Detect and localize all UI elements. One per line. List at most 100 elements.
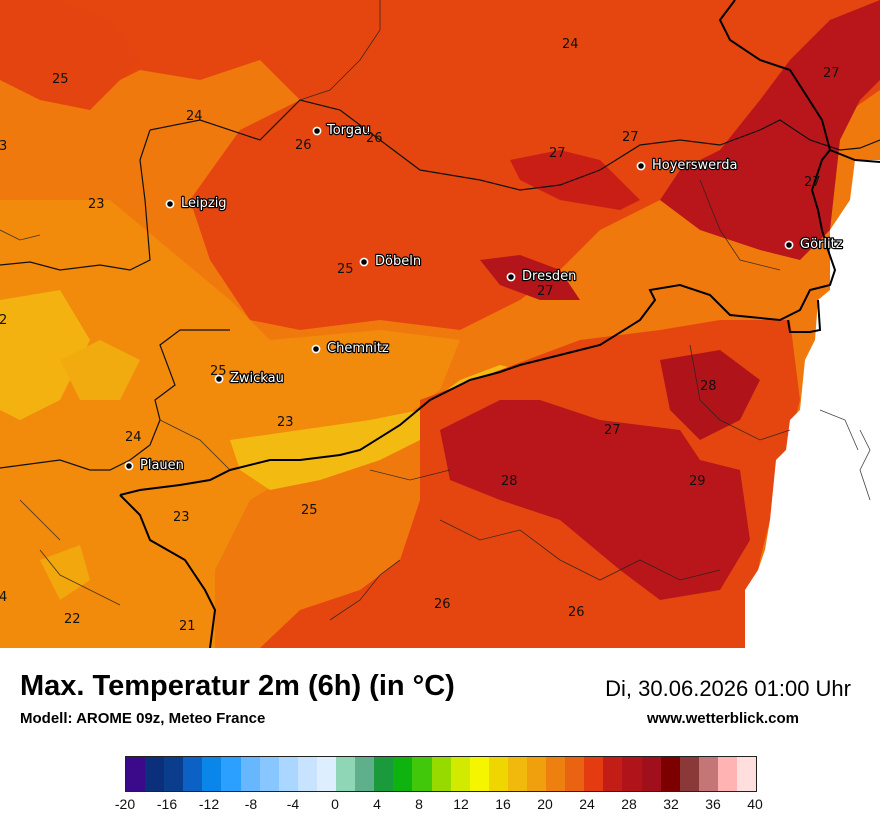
color-scale-swatch	[202, 757, 222, 791]
temp-field-yellow-1	[0, 290, 90, 420]
footer: Max. Temperatur 2m (6h) (in °C) Modell: …	[0, 648, 880, 830]
color-scale-swatch	[278, 757, 298, 791]
temp-field-darkred-south-2	[660, 350, 760, 440]
isotherm-label: 27	[622, 130, 639, 145]
isotherm-label: 25	[337, 262, 354, 277]
isotherm-label: 27	[537, 284, 554, 299]
border-poland	[829, 149, 880, 163]
color-scale-tick-label: 24	[579, 796, 595, 812]
temp-field-darkred-dresden	[480, 255, 580, 300]
color-scale-tick-label: 8	[415, 796, 423, 812]
color-scale-swatch	[469, 757, 489, 791]
color-scale-swatch	[660, 757, 680, 791]
color-scale-swatch	[145, 757, 165, 791]
city-dot-dresden	[506, 272, 516, 282]
city-label-hoyerswerda: Hoyerswerda	[652, 158, 738, 173]
color-scale-swatch	[412, 757, 432, 791]
city-label-doebeln: Döbeln	[375, 254, 421, 269]
border-saxony-thuringia	[0, 329, 230, 471]
city-label-chemnitz: Chemnitz	[327, 341, 389, 356]
color-scale-swatch	[393, 757, 413, 791]
color-scale-swatch	[374, 757, 394, 791]
city-label-dresden: Dresden	[522, 269, 576, 284]
out-of-domain-area	[745, 160, 880, 648]
color-scale-bar	[125, 756, 757, 792]
isotherm-label: 27	[604, 423, 621, 438]
city-label-plauen: Plauen	[140, 458, 184, 473]
isotherm-label: 29	[689, 474, 706, 489]
city-label-leipzig: Leipzig	[181, 196, 227, 211]
color-scale-swatch	[316, 757, 337, 791]
isotherm-label: 2	[0, 313, 7, 328]
color-scale-swatch	[717, 757, 737, 791]
city-dot-hoyerswerda	[636, 161, 646, 171]
isotherm-label: 23	[173, 510, 190, 525]
color-scale-swatch	[450, 757, 470, 791]
color-scale-swatch	[126, 757, 146, 791]
state-borders	[0, 99, 880, 471]
color-scale-tick-label: 16	[495, 796, 511, 812]
isotherm-label: 24	[125, 430, 142, 445]
isotherm-label: 3	[0, 139, 7, 154]
isotherm-label: 25	[210, 364, 227, 379]
isotherm-label: 22	[64, 612, 81, 627]
district-borders	[0, 0, 871, 621]
temp-field-yellow-3	[40, 545, 90, 600]
color-scale-swatch	[488, 757, 508, 791]
color-scale-tick-label: -12	[198, 796, 220, 812]
color-scale-swatch	[297, 757, 317, 791]
isotherm-label: 4	[0, 590, 7, 605]
city-label-zwickau: Zwickau	[230, 371, 284, 386]
color-scale-tick-label: -8	[244, 796, 258, 812]
city-dot-leipzig	[165, 199, 175, 209]
color-scale-swatch	[355, 757, 375, 791]
city-label-goerlitz: Görlitz	[800, 237, 843, 252]
city-dot-chemnitz	[311, 344, 321, 354]
color-scale-swatch	[240, 757, 260, 791]
isotherm-label: 28	[700, 379, 717, 394]
city-dot-zwickau	[214, 374, 224, 384]
color-scale-swatch	[679, 757, 699, 791]
isotherm-label: 26	[295, 138, 312, 153]
color-scale-swatch	[546, 757, 566, 791]
color-scale-tick-label: 32	[663, 796, 679, 812]
color-scale-swatch	[259, 757, 279, 791]
isotherm-label: 27	[804, 175, 821, 190]
color-scale-swatch	[622, 757, 642, 791]
color-scale-ticks: -20 -16 -12 -8 -4 0 4 8 12 16 20 24 28 32 36 40	[115, 796, 763, 816]
temp-field-yellow-4	[60, 340, 140, 400]
color-scale-tick-label: -20	[114, 796, 136, 812]
city-dot-torgau	[312, 126, 322, 136]
temp-field-west	[0, 200, 460, 648]
color-scale-tick-label: 4	[373, 796, 381, 812]
isotherm-label: 24	[562, 37, 579, 52]
isotherm-label: 26	[366, 131, 383, 146]
city-label-torgau: Torgau	[326, 123, 370, 138]
border-east	[787, 299, 822, 333]
isotherm-label: 26	[434, 597, 451, 612]
isotherm-label: 21	[179, 619, 196, 634]
color-scale-swatch	[737, 757, 757, 791]
color-scale-swatch	[183, 757, 203, 791]
isotherm-labels: 25 24 24 26 26 27 27 27 27 3 23 25 27 2 …	[0, 37, 840, 634]
city-dot-goerlitz	[784, 240, 794, 250]
border-saxony-north	[149, 99, 880, 191]
color-scale-swatch	[336, 757, 356, 791]
temp-field-darkred-east	[660, 0, 880, 260]
isotherm-label: 27	[549, 146, 566, 161]
border-czech	[119, 0, 837, 648]
isotherm-label: 23	[88, 197, 105, 212]
color-scale-swatch	[431, 757, 451, 791]
color-scale-tick-label: 12	[453, 796, 469, 812]
color-scale-swatch	[526, 757, 547, 791]
color-scale-swatch	[641, 757, 661, 791]
forecast-datetime: Di, 30.06.2026 01:00 Uhr	[605, 676, 851, 701]
city-dots	[124, 126, 794, 471]
city-labels: Torgau Hoyerswerda Leipzig Görlitz Döbel…	[139, 122, 844, 474]
website-link[interactable]: www.wetterblick.com	[647, 710, 799, 727]
temperature-map: Torgau Hoyerswerda Leipzig Görlitz Döbel…	[0, 0, 880, 648]
city-dot-doebeln	[359, 257, 369, 267]
border-saxony-west	[0, 129, 151, 271]
temp-field-red-northwest	[0, 0, 140, 110]
isotherm-label: 24	[186, 109, 203, 124]
